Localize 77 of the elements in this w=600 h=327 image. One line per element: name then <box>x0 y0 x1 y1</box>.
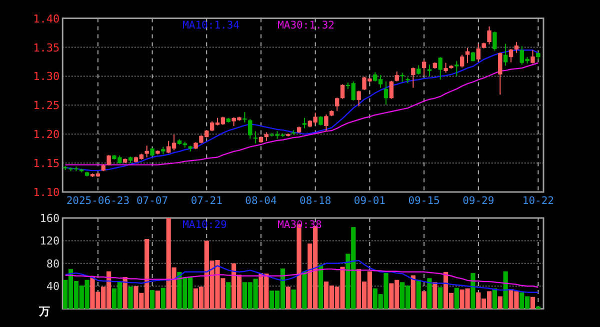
candlestick <box>460 54 464 68</box>
candlestick <box>487 26 492 45</box>
candlestick <box>340 84 345 100</box>
bar <box>492 288 497 309</box>
candlestick <box>356 90 361 107</box>
x-tick-label: 08-18 <box>300 195 332 207</box>
bar <box>150 290 155 309</box>
bar <box>160 288 166 309</box>
y-tick-label: 1.30 <box>33 70 60 84</box>
bar <box>530 296 536 309</box>
x-tick-label: 09-15 <box>408 195 440 207</box>
candlestick <box>530 50 535 64</box>
x-tick-label: 09-29 <box>462 195 494 207</box>
y-tick-label: 40 <box>46 280 60 294</box>
candlestick <box>106 154 111 166</box>
candlestick <box>394 71 399 82</box>
bar <box>498 296 502 309</box>
candlestick <box>242 112 247 124</box>
bar <box>454 288 459 309</box>
bar <box>422 291 426 309</box>
candlestick <box>411 67 416 88</box>
candlestick <box>144 145 149 158</box>
text: MA30:1.32 <box>278 19 335 32</box>
y-tick-label: 120 <box>40 234 60 248</box>
y-tick-label: 1.35 <box>33 41 60 54</box>
candlestick <box>444 62 448 74</box>
x-tick-label: 09-01 <box>354 195 386 207</box>
text: MA10:1.34 <box>182 19 240 32</box>
y-tick-label: 80 <box>46 257 60 270</box>
candlestick <box>384 80 388 106</box>
bar <box>155 290 160 309</box>
bar <box>438 287 443 309</box>
candlestick <box>454 60 459 77</box>
bar <box>416 280 421 309</box>
y-tick-label: 1.20 <box>33 128 60 142</box>
candlestick <box>438 56 442 80</box>
bar <box>286 286 290 309</box>
y-tick-label: 1.10 <box>33 186 60 199</box>
candlestick <box>318 116 323 126</box>
y-tick-label: 1.40 <box>33 12 60 26</box>
candlestick <box>400 72 404 82</box>
x-tick-label: 08-04 <box>245 195 277 207</box>
x-tick-label: 10-22 <box>522 195 554 207</box>
candlestick <box>465 47 470 64</box>
bar <box>128 286 133 309</box>
bar <box>427 278 432 309</box>
y-axis-title: 万 <box>38 304 50 318</box>
text: MA30:38 <box>278 219 322 231</box>
candlestick <box>492 31 497 52</box>
candlestick <box>324 114 328 132</box>
y-tick-label: 1.15 <box>33 157 60 170</box>
candlestick <box>334 97 340 112</box>
bar <box>302 271 307 309</box>
candlestick <box>302 117 307 129</box>
bar <box>122 277 128 309</box>
x-tick-label: 2025-06-23 <box>66 195 130 207</box>
text: MA10:29 <box>182 219 227 231</box>
candlestick <box>503 43 508 66</box>
candlestick <box>476 43 480 62</box>
candlestick <box>389 80 394 100</box>
candlestick <box>508 48 514 63</box>
x-tick-label: 07-21 <box>190 195 222 207</box>
y-tick-label: 160 <box>40 212 60 225</box>
y-tick-label: 1.25 <box>33 99 60 112</box>
candlestick <box>248 118 252 140</box>
bar <box>470 273 476 309</box>
candlestick <box>416 64 421 75</box>
candlestick <box>498 52 502 96</box>
bar <box>410 275 416 309</box>
x-tick-label: 07-07 <box>136 195 168 207</box>
bar <box>226 282 231 309</box>
bar <box>291 290 296 309</box>
bar <box>503 271 508 309</box>
candlestick <box>422 59 426 76</box>
bar <box>318 264 324 309</box>
candlestick <box>514 42 519 54</box>
bar <box>432 282 438 309</box>
